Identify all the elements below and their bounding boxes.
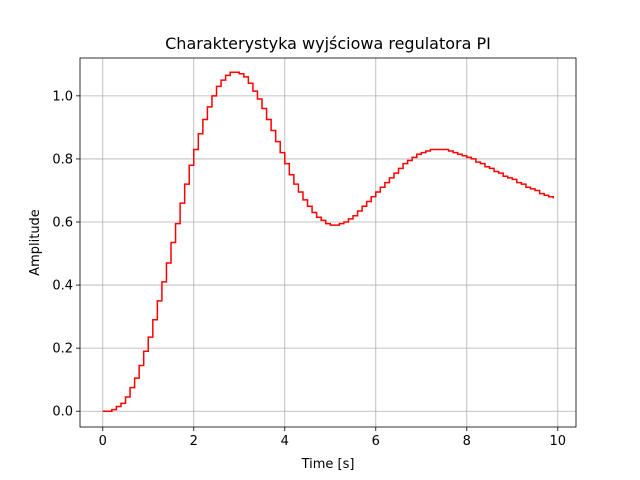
y-tick-label: 1.0 <box>52 89 73 104</box>
y-tick-label: 0.4 <box>52 279 73 294</box>
y-axis: 0.0 0.2 0.4 0.6 0.8 1.0 <box>52 89 80 420</box>
plot-frame <box>79 57 577 428</box>
x-tick-label: 0 <box>99 434 107 449</box>
y-tick-label: 0.6 <box>52 216 73 231</box>
y-tick-label: 0.2 <box>52 342 73 357</box>
series-line <box>102 71 554 412</box>
x-tick-label: 6 <box>372 434 380 449</box>
x-tick-label: 4 <box>281 434 289 449</box>
x-axis-label: Time [s] <box>301 457 355 472</box>
chart-title: Charakterystyka wyjściowa regulatora PI <box>165 34 491 53</box>
y-tick-label: 0.8 <box>52 152 73 167</box>
x-tick-label: 2 <box>190 434 198 449</box>
x-tick-label: 10 <box>550 434 567 449</box>
x-axis: 0 2 4 6 8 10 <box>99 427 566 449</box>
series-layer <box>102 71 554 412</box>
x-tick-label: 8 <box>463 434 471 449</box>
y-axis-label: Amplitude <box>28 209 43 276</box>
y-tick-label: 0.0 <box>52 405 73 420</box>
grid <box>80 58 576 427</box>
